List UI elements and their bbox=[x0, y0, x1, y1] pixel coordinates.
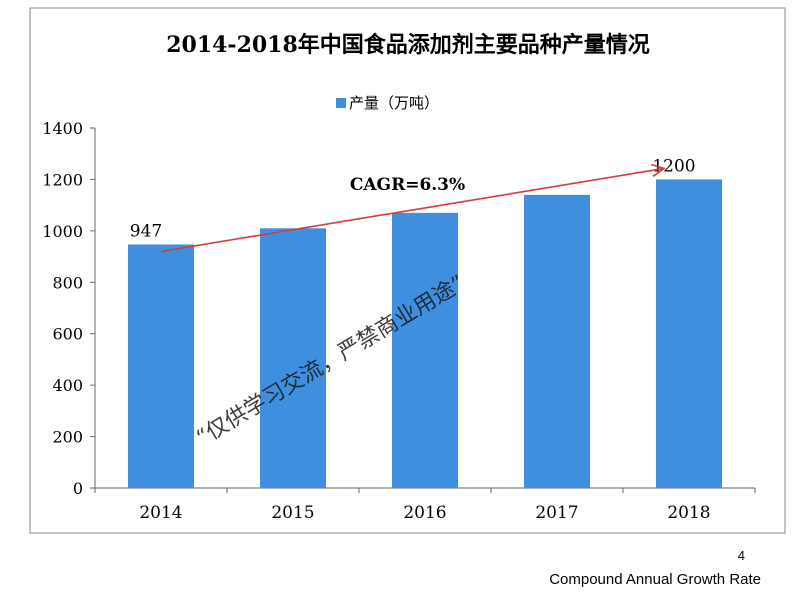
data-label: 947 bbox=[130, 221, 162, 241]
data-label: 1200 bbox=[652, 156, 695, 176]
y-tick-label: 1400 bbox=[42, 119, 83, 138]
cagr-arrowhead bbox=[650, 163, 666, 177]
y-tick-label: 800 bbox=[52, 273, 83, 292]
cagr-trend-line bbox=[160, 167, 665, 253]
data-labels: 947 1200 bbox=[130, 156, 696, 241]
x-tick-label: 2015 bbox=[271, 503, 314, 523]
y-tick-label: 200 bbox=[52, 428, 83, 447]
page-number: 4 bbox=[737, 548, 745, 563]
bar-2016 bbox=[392, 212, 458, 488]
x-tick-label: 2017 bbox=[535, 503, 578, 523]
y-tick-label: 400 bbox=[52, 376, 83, 395]
x-tick-label: 2016 bbox=[403, 503, 446, 523]
y-tick-label: 1200 bbox=[42, 170, 83, 189]
bars bbox=[128, 179, 722, 489]
chart-title: 2014-2018年中国食品添加剂主要品种产量情况 bbox=[166, 32, 650, 58]
bar-2018 bbox=[656, 179, 722, 488]
cagr-trend: CAGR=6.3% bbox=[160, 163, 666, 253]
y-tick-label: 600 bbox=[52, 325, 83, 344]
legend: 产量（万吨） bbox=[336, 94, 439, 112]
x-tick-label: 2018 bbox=[667, 503, 710, 523]
legend-swatch bbox=[336, 98, 346, 108]
x-tick-label: 2014 bbox=[139, 503, 182, 523]
axes: 0 200 400 600 800 1000 1200 1400 2014 2015 2016 201… bbox=[42, 119, 756, 523]
bar-chart: 2014-2018年中国食品添加剂主要品种产量情况 产量（万吨） 0 200 400… bbox=[29, 7, 786, 534]
bar-2014 bbox=[128, 244, 194, 488]
footnote: Compound Annual Growth Rate bbox=[549, 571, 761, 588]
legend-label: 产量（万吨） bbox=[349, 94, 439, 112]
bar-2017 bbox=[524, 194, 590, 488]
y-tick-label: 0 bbox=[73, 479, 83, 498]
cagr-label: CAGR=6.3% bbox=[350, 175, 465, 195]
bar-2015 bbox=[260, 228, 326, 489]
y-tick-label: 1000 bbox=[42, 222, 83, 241]
